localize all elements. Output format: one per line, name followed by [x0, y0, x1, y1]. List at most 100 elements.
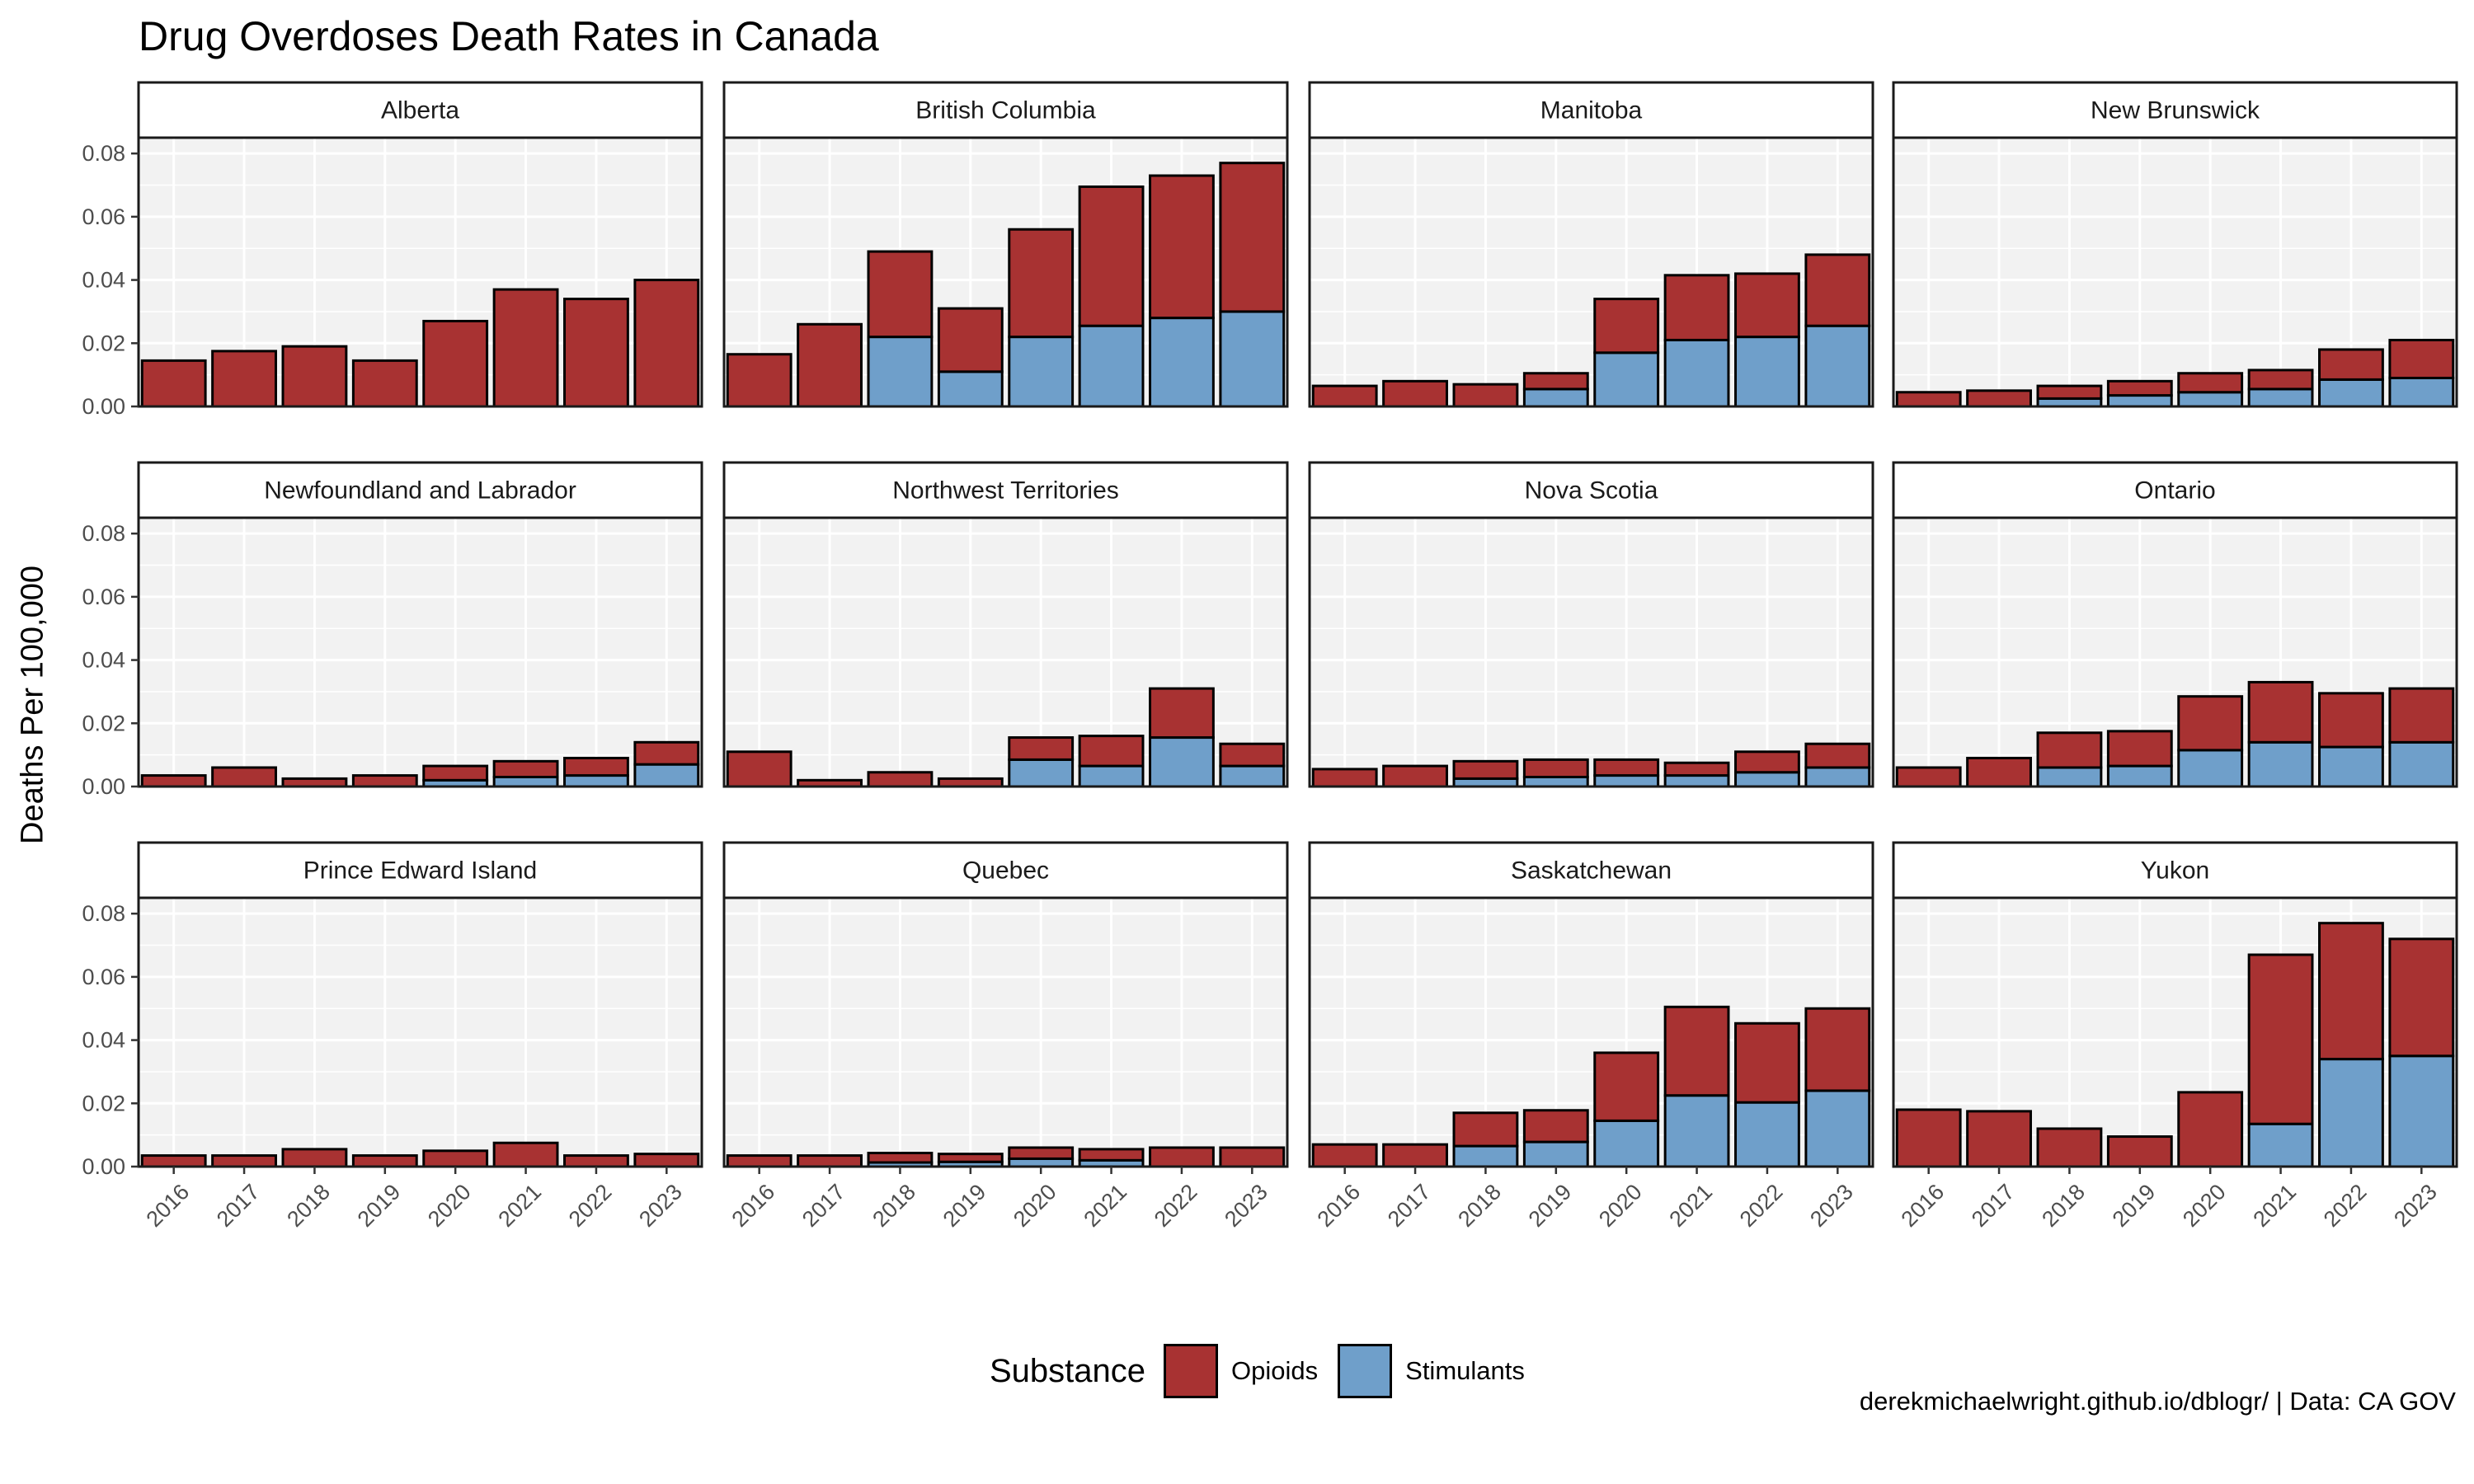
facet-label-prince-edward-island: Prince Edward Island: [303, 857, 537, 885]
bar-opioids-yukon-2021: [2247, 953, 2314, 1125]
panel-border-yukon: [1892, 896, 2458, 1168]
bar-stimulants-yukon-2022: [2318, 1058, 2384, 1168]
bar-opioids-ontario-2019: [2106, 730, 2173, 768]
bar-opioids-alberta-2018: [281, 345, 348, 408]
x-tick-label: 2022: [564, 1179, 617, 1232]
facet-label-alberta: Alberta: [381, 97, 459, 124]
bar-opioids-ontario-2020: [2177, 695, 2244, 752]
bar-opioids-manitoba-2018: [1452, 383, 1519, 408]
x-tick-label: 2022: [2319, 1179, 2372, 1232]
facet-label-new-brunswick: New Brunswick: [2091, 97, 2260, 124]
bar-opioids-prince-edward-island-2016: [140, 1154, 207, 1168]
x-tick-label: 2023: [1220, 1179, 1272, 1232]
bar-stimulants-british-columbia-2021: [1078, 324, 1145, 408]
bar-opioids-nova-scotia-2017: [1382, 764, 1448, 788]
panel-background-nova-scotia: [1310, 518, 1873, 787]
bar-stimulants-saskatchewan-2018: [1452, 1144, 1519, 1168]
x-tick-label: 2023: [634, 1179, 687, 1232]
bar-stimulants-newfoundland-and-labrador-2023: [633, 763, 700, 788]
x-tick-label: 2020: [2178, 1179, 2231, 1232]
bar-opioids-new-brunswick-2016: [1895, 391, 1962, 408]
bar-opioids-northwest-territories-2022: [1149, 687, 1215, 740]
legend-title: Substance: [990, 1352, 1146, 1389]
bar-stimulants-manitoba-2021: [1663, 338, 1730, 408]
bar-opioids-newfoundland-and-labrador-2016: [140, 774, 207, 788]
y-tick-label: 0.02: [82, 711, 125, 735]
bar-stimulants-new-brunswick-2020: [2177, 391, 2244, 408]
bar-stimulants-new-brunswick-2019: [2106, 394, 2173, 408]
facet-strip-ontario: [1892, 461, 2458, 519]
x-tick-label: 2018: [1453, 1179, 1506, 1232]
y-tick-label: 0.04: [82, 648, 125, 673]
bar-stimulants-nova-scotia-2019: [1522, 775, 1589, 788]
x-tick-label: 2016: [142, 1179, 195, 1232]
panel-background-prince-edward-island: [139, 898, 702, 1167]
bar-opioids-newfoundland-and-labrador-2021: [492, 759, 559, 778]
bar-opioids-nova-scotia-2016: [1311, 768, 1378, 788]
x-tick-label: 2017: [212, 1179, 265, 1232]
panel-border-nova-scotia: [1308, 516, 1874, 788]
bar-stimulants-manitoba-2020: [1593, 351, 1660, 408]
y-tick-label: 0.00: [82, 394, 125, 419]
caption: derekmichaelwright.github.io/dblogr/ | D…: [1859, 1387, 2456, 1416]
bar-opioids-saskatchewan-2016: [1311, 1143, 1378, 1168]
y-tick-label: 0.08: [82, 521, 125, 546]
x-tick-label: 2021: [2248, 1179, 2301, 1232]
bar-opioids-manitoba-2022: [1734, 272, 1800, 339]
x-tick-label: 2018: [868, 1179, 920, 1232]
bar-opioids-new-brunswick-2020: [2177, 372, 2244, 394]
bar-opioids-quebec-2022: [1149, 1146, 1215, 1168]
bar-opioids-yukon-2023: [2388, 937, 2455, 1058]
bar-opioids-british-columbia-2023: [1219, 162, 1286, 313]
bar-opioids-british-columbia-2018: [867, 250, 934, 339]
x-tick-label: 2019: [2108, 1179, 2161, 1232]
legend-key-stimulants: [1338, 1344, 1393, 1398]
bar-opioids-saskatchewan-2023: [1804, 1007, 1871, 1092]
bar-stimulants-ontario-2021: [2247, 740, 2314, 788]
bar-opioids-nova-scotia-2019: [1522, 758, 1589, 778]
panel-border-alberta: [137, 136, 703, 408]
bar-opioids-prince-edward-island-2020: [422, 1149, 489, 1168]
panel-border-prince-edward-island: [137, 896, 703, 1168]
panel-border-new-brunswick: [1892, 136, 2458, 408]
bar-opioids-northwest-territories-2016: [726, 750, 793, 788]
bar-opioids-new-brunswick-2022: [2318, 348, 2384, 381]
bar-stimulants-british-columbia-2023: [1219, 310, 1286, 408]
bar-opioids-manitoba-2021: [1663, 274, 1730, 341]
bar-opioids-nova-scotia-2020: [1593, 758, 1660, 777]
facet-strip-quebec: [722, 841, 1289, 899]
x-tick-label: 2020: [423, 1179, 476, 1232]
bar-opioids-quebec-2023: [1219, 1146, 1286, 1168]
bar-opioids-nova-scotia-2023: [1804, 742, 1871, 769]
chart-title: Drug Overdoses Death Rates in Canada: [139, 13, 879, 59]
bar-opioids-british-columbia-2022: [1149, 174, 1215, 320]
bar-opioids-nova-scotia-2022: [1734, 750, 1800, 774]
bar-opioids-manitoba-2023: [1804, 253, 1871, 327]
x-tick-label: 2022: [1735, 1179, 1788, 1232]
bar-stimulants-newfoundland-and-labrador-2022: [563, 774, 629, 788]
bar-stimulants-manitoba-2019: [1522, 387, 1589, 408]
bar-stimulants-british-columbia-2020: [1008, 336, 1075, 408]
bar-opioids-newfoundland-and-labrador-2023: [633, 740, 700, 766]
bar-stimulants-saskatchewan-2022: [1734, 1101, 1800, 1168]
x-tick-label: 2022: [1150, 1179, 1202, 1232]
bar-opioids-saskatchewan-2021: [1663, 1005, 1730, 1097]
bar-opioids-newfoundland-and-labrador-2020: [422, 764, 489, 782]
bar-stimulants-saskatchewan-2020: [1593, 1119, 1660, 1168]
bar-stimulants-newfoundland-and-labrador-2021: [492, 775, 559, 788]
facet-strip-yukon: [1892, 841, 2458, 899]
y-tick-label: 0.08: [82, 901, 125, 926]
facet-label-ontario: Ontario: [2134, 477, 2215, 505]
bar-opioids-alberta-2016: [140, 359, 207, 408]
bar-opioids-british-columbia-2021: [1078, 185, 1145, 327]
x-tick-label: 2023: [1805, 1179, 1858, 1232]
y-tick-label: 0.06: [82, 585, 125, 609]
facet-label-yukon: Yukon: [2141, 857, 2209, 885]
x-tick-label: 2017: [797, 1179, 850, 1232]
bar-stimulants-ontario-2018: [2036, 766, 2103, 788]
y-tick-label: 0.06: [82, 965, 125, 989]
bar-opioids-ontario-2022: [2318, 692, 2384, 749]
x-tick-label: 2019: [938, 1179, 991, 1232]
panel-background-newfoundland-and-labrador: [139, 518, 702, 787]
x-tick-label: 2019: [353, 1179, 406, 1232]
